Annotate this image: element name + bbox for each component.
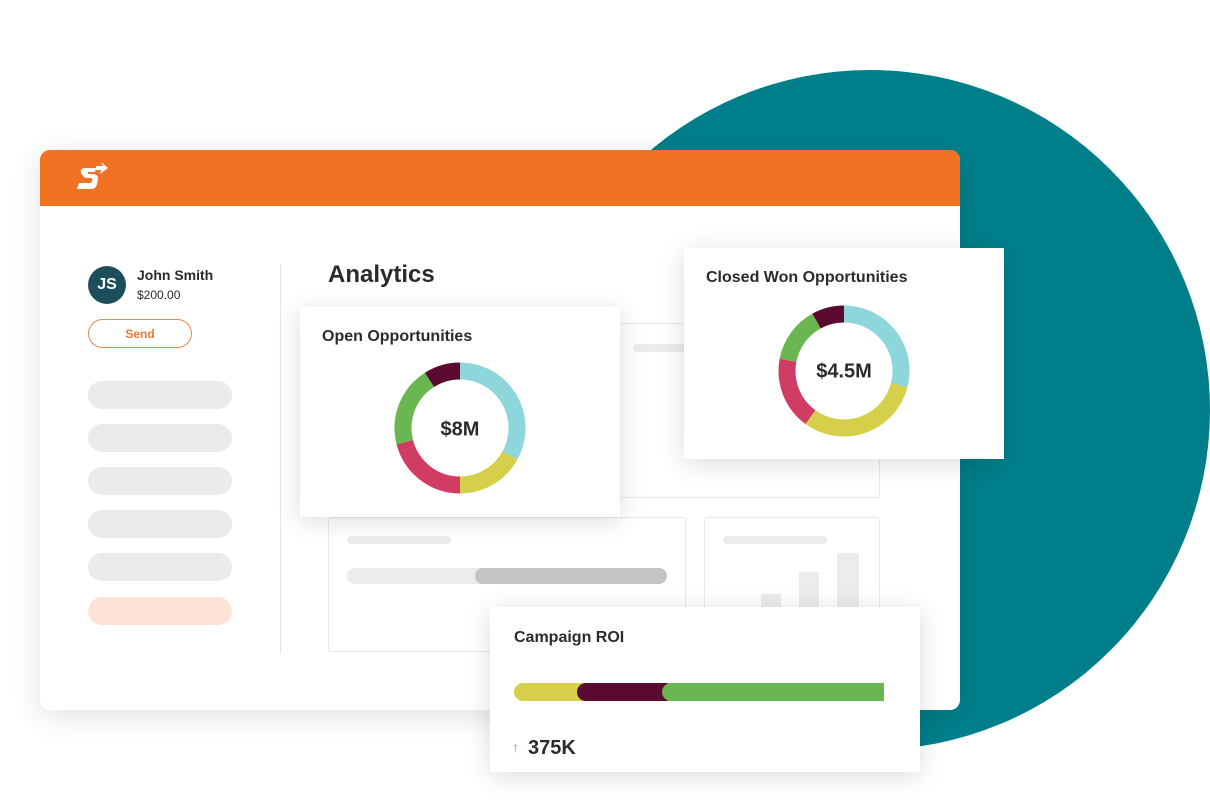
user-name: John Smith bbox=[137, 267, 214, 283]
donut-value: $4.5M bbox=[816, 360, 872, 383]
donut-segment bbox=[396, 439, 461, 494]
page-title: Analytics bbox=[328, 261, 435, 288]
sidebar-item[interactable] bbox=[88, 381, 232, 409]
donut-segment bbox=[459, 451, 518, 494]
donut-value: $8M bbox=[440, 418, 480, 441]
donut-segment bbox=[424, 362, 461, 388]
roi-segment bbox=[514, 683, 583, 701]
closed-won-donut bbox=[778, 305, 910, 437]
card-title: Open Opportunities bbox=[322, 328, 473, 345]
send-button[interactable]: Send bbox=[88, 319, 192, 348]
closed-won-card: Closed Won Opportunities $4.5M bbox=[684, 248, 1004, 459]
top-bar bbox=[40, 150, 960, 206]
sidebar-item[interactable] bbox=[88, 553, 232, 581]
campaign-roi-card: Campaign ROI ↑ 375K bbox=[490, 607, 920, 772]
donut-segment bbox=[394, 372, 435, 445]
sidebar-item[interactable] bbox=[88, 424, 232, 452]
donut-segment bbox=[812, 305, 845, 329]
logo-icon bbox=[77, 162, 108, 189]
donut-segment bbox=[843, 305, 910, 388]
user-amount: $200.00 bbox=[137, 288, 181, 302]
roi-segment bbox=[576, 683, 669, 701]
roi-bar bbox=[514, 683, 896, 701]
card-title: Closed Won Opportunities bbox=[706, 269, 908, 286]
sidebar-item[interactable] bbox=[88, 467, 232, 495]
card-title: Campaign ROI bbox=[514, 629, 625, 646]
sidebar-item[interactable] bbox=[88, 510, 232, 538]
donut-segment bbox=[459, 362, 526, 460]
open-opportunities-card: Open Opportunities $8M bbox=[300, 307, 620, 517]
roi-segment bbox=[662, 683, 884, 701]
open-opportunities-donut bbox=[394, 362, 526, 494]
arrow-up-icon: ↑ bbox=[512, 739, 519, 755]
avatar: JS bbox=[88, 266, 126, 304]
donut-segment bbox=[779, 313, 821, 363]
divider bbox=[280, 264, 281, 654]
donut-segment bbox=[778, 358, 816, 424]
roi-value: 375K bbox=[528, 737, 576, 759]
donut-segment bbox=[805, 382, 908, 437]
sidebar-item-active[interactable] bbox=[88, 597, 232, 625]
